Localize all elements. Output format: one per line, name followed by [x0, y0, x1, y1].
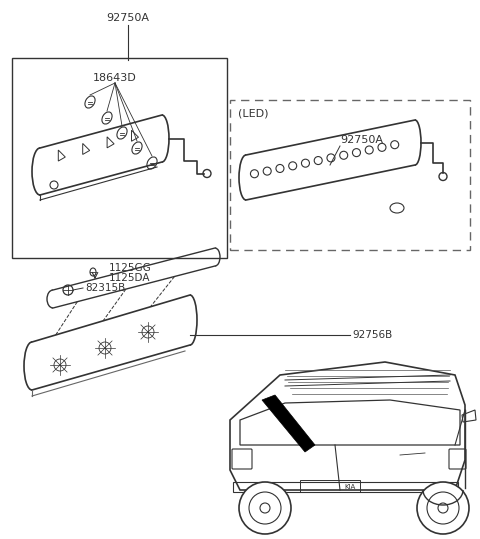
Bar — [12, 58, 227, 258]
Text: 92750A: 92750A — [340, 135, 383, 145]
Text: 92756B: 92756B — [352, 330, 392, 340]
Text: 1125DA: 1125DA — [109, 273, 151, 283]
Text: KIA: KIA — [344, 484, 356, 490]
Bar — [233, 482, 458, 492]
Text: (LED): (LED) — [238, 109, 268, 119]
Circle shape — [417, 482, 469, 534]
Bar — [230, 100, 470, 250]
Polygon shape — [262, 395, 315, 452]
Text: 1125GG: 1125GG — [109, 263, 152, 273]
Circle shape — [239, 482, 291, 534]
Text: 18643D: 18643D — [93, 73, 137, 83]
Bar — [300, 480, 360, 492]
Ellipse shape — [117, 127, 127, 139]
Circle shape — [203, 169, 211, 177]
Text: 82315B: 82315B — [85, 283, 125, 293]
Ellipse shape — [85, 96, 95, 108]
Text: 92750A: 92750A — [107, 13, 149, 23]
Ellipse shape — [132, 142, 142, 154]
Circle shape — [439, 172, 447, 181]
Ellipse shape — [90, 268, 96, 276]
Circle shape — [63, 285, 73, 295]
Ellipse shape — [102, 112, 112, 124]
Ellipse shape — [147, 157, 157, 169]
